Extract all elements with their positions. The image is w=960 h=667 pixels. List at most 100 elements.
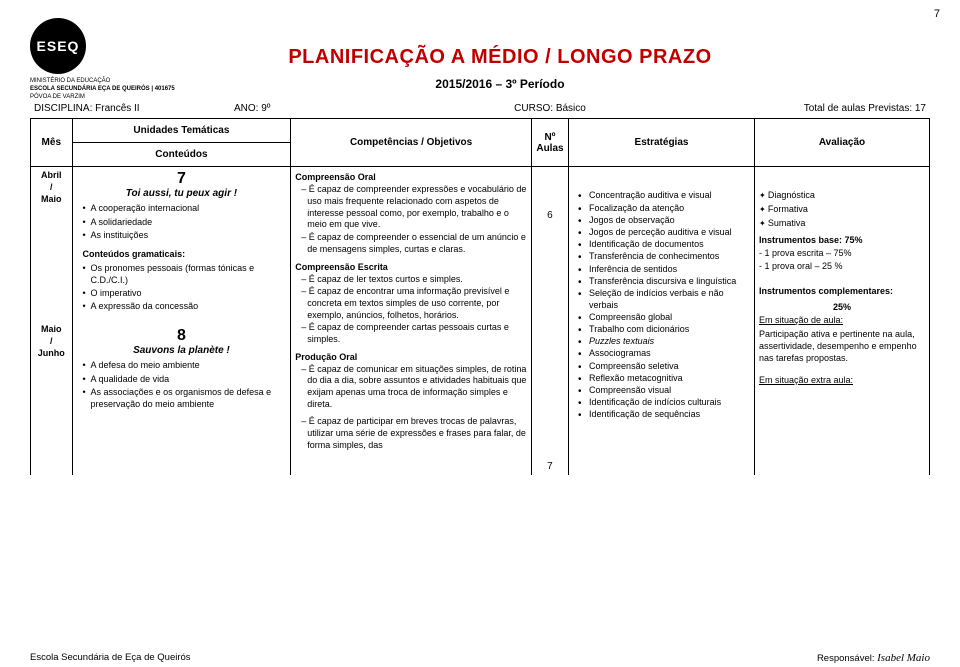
comp-list: – É capaz de compreender expressões e vo… <box>295 184 527 255</box>
table-row: Abril / Maio Maio / Junho 7 Toi aussi, t… <box>31 167 930 476</box>
naulas-value: 7 <box>536 451 564 472</box>
logo-block: ESEQ MINISTÉRIO DA EDUCAÇÃO ESCOLA SECUN… <box>30 18 190 101</box>
list-item: Compreensão visual <box>575 385 750 397</box>
mes-slash: / <box>35 336 68 346</box>
instr-comp-head: Instrumentos complementares: <box>759 286 925 296</box>
extra-head: Em situação extra aula: <box>759 374 925 386</box>
mes-cell-1: Abril / Maio Maio / Junho <box>31 167 73 476</box>
footer-resp-label: Responsável: <box>817 653 877 664</box>
comp-item: – É capaz de ler textos curtos e simples… <box>299 274 527 286</box>
list-item: As instituições <box>83 229 287 241</box>
list-item: A qualidade de vida <box>83 373 287 385</box>
comp-item: – É capaz de encontrar uma informação pr… <box>299 286 527 321</box>
list-item: O imperativo <box>83 287 287 299</box>
comp-section-head: Compreensão Oral <box>295 172 527 182</box>
footer: Escola Secundária de Eça de Queirós Resp… <box>30 652 930 664</box>
page-number: 7 <box>934 8 940 20</box>
list-item: Transferência de conhecimentos <box>575 251 750 263</box>
footer-left: Escola Secundária de Eça de Queirós <box>30 652 191 664</box>
th-mes: Mês <box>31 119 73 167</box>
info-curso: CURSO: Básico <box>374 103 726 114</box>
footer-resp-name: Isabel Maio <box>877 652 930 664</box>
footer-right: Responsável: Isabel Maio <box>817 652 930 664</box>
list-item: As associações e os organismos de defesa… <box>83 386 287 410</box>
list-item: Compreensão global <box>575 312 750 324</box>
th-competencias: Competências / Objetivos <box>291 119 532 167</box>
comp-list: – É capaz de comunicar em situações simp… <box>295 364 527 452</box>
aval-tipo: Diagnóstica <box>759 190 925 202</box>
th-avaliacao: Avaliação <box>754 119 929 167</box>
aval-tipo: Formativa <box>759 204 925 216</box>
list-item: Jogos de observação <box>575 215 750 227</box>
comp-item: – É capaz de comunicar em situações simp… <box>299 364 527 411</box>
estrategias-cell: Concentração auditiva e visual Focalizaç… <box>569 167 755 476</box>
logo-icon: ESEQ <box>30 18 86 74</box>
comp-section-head: Produção Oral <box>295 352 527 362</box>
estrategias-list: Concentração auditiva e visual Focalizaç… <box>573 190 750 421</box>
main-title: PLANIFICAÇÃO A MÉDIO / LONGO PRAZO <box>190 46 810 69</box>
list-item: Identificação de sequências <box>575 409 750 421</box>
em-aula-head: Em situação de aula: <box>759 314 925 326</box>
list-item: Reflexão metacognitiva <box>575 373 750 385</box>
list-item: A solidariedade <box>83 216 287 228</box>
info-ano: ANO: 9º <box>234 103 374 114</box>
unit-number: 7 <box>77 170 287 188</box>
mes-bottom: Junho <box>38 348 65 358</box>
mes-top: Abril <box>41 170 62 180</box>
list-item: Puzzles textuais <box>575 336 750 348</box>
naulas-value: 6 <box>536 200 564 221</box>
list-item: Compreensão seletiva <box>575 361 750 373</box>
naulas-cell: 6 7 <box>531 167 568 476</box>
comp-item: – É capaz de compreender expressões e vo… <box>299 184 527 231</box>
info-disciplina: DISCIPLINA: Francês II <box>34 103 234 114</box>
list-item: Focalização da atenção <box>575 203 750 215</box>
mes-top: Maio <box>41 324 62 334</box>
unit-items: A defesa do meio ambiente A qualidade de… <box>77 359 287 410</box>
list-item: Seleção de indícios verbais e não verbai… <box>575 288 750 311</box>
instr-base-item: - 1 prova escrita – 75% <box>759 247 925 259</box>
table-header-row: Mês Unidades Temáticas Competências / Ob… <box>31 119 930 143</box>
subtitle: 2015/2016 – 3º Período <box>190 77 810 91</box>
list-item: Trabalho com dicionários <box>575 324 750 336</box>
mes-bottom: Maio <box>41 194 62 204</box>
info-row: DISCIPLINA: Francês II ANO: 9º CURSO: Bá… <box>0 101 960 118</box>
list-item: A defesa do meio ambiente <box>83 359 287 371</box>
unit-number: 8 <box>77 327 287 345</box>
avaliacao-cell: Diagnóstica Formativa Sumativa Instrumen… <box>754 167 929 476</box>
mes-slash: / <box>35 182 68 192</box>
title-block: PLANIFICAÇÃO A MÉDIO / LONGO PRAZO 2015/… <box>190 18 810 91</box>
instr-base-head: Instrumentos base: 75% <box>759 235 925 245</box>
gram-head: Conteúdos gramaticais: <box>83 249 287 259</box>
info-total: Total de aulas Previstas: 17 <box>726 103 926 114</box>
instr-base-item: - 1 prova oral – 25 % <box>759 260 925 272</box>
list-item: Os pronomes pessoais (formas tónicas e C… <box>83 262 287 286</box>
list-item: Jogos de perceção auditiva e visual <box>575 227 750 239</box>
unit-title: Toi aussi, tu peux agir ! <box>77 188 287 199</box>
list-item: Transferência discursiva e linguística <box>575 276 750 288</box>
plan-table: Mês Unidades Temáticas Competências / Ob… <box>30 118 930 475</box>
list-item: Identificação de indícios culturais <box>575 397 750 409</box>
th-conteudos: Conteúdos <box>72 143 291 167</box>
comp-list: – É capaz de ler textos curtos e simples… <box>295 274 527 346</box>
th-estrategias: Estratégias <box>569 119 755 167</box>
list-item: A cooperação internacional <box>83 202 287 214</box>
comp-item: – É capaz de compreender o essencial de … <box>299 232 527 255</box>
competencias-cell: Compreensão Oral – É capaz de compreende… <box>291 167 532 476</box>
instr-comp-pct: 25% <box>759 302 925 312</box>
list-item: Concentração auditiva e visual <box>575 190 750 202</box>
unidades-cell: 7 Toi aussi, tu peux agir ! A cooperação… <box>72 167 291 476</box>
list-item: Inferência de sentidos <box>575 264 750 276</box>
ministry-line: PÓVOA DE VARZIM <box>30 94 190 102</box>
unit-items: A cooperação internacional A solidarieda… <box>77 202 287 240</box>
list-item: Associogramas <box>575 348 750 360</box>
comp-item: – É capaz de participar em breves trocas… <box>299 416 527 451</box>
unit-title: Sauvons la planète ! <box>77 345 287 356</box>
em-aula-text: Participação ativa e pertinente na aula,… <box>759 328 925 364</box>
comp-item: – É capaz de compreender cartas pessoais… <box>299 322 527 345</box>
header: ESEQ MINISTÉRIO DA EDUCAÇÃO ESCOLA SECUN… <box>0 0 960 101</box>
comp-section-head: Compreensão Escrita <box>295 262 527 272</box>
ministry-line: ESCOLA SECUNDÁRIA EÇA DE QUEIRÓS | 40167… <box>30 86 190 94</box>
gram-items: Os pronomes pessoais (formas tónicas e C… <box>77 262 287 313</box>
th-unidades: Unidades Temáticas <box>72 119 291 143</box>
th-naulas: Nº Aulas <box>531 119 568 167</box>
